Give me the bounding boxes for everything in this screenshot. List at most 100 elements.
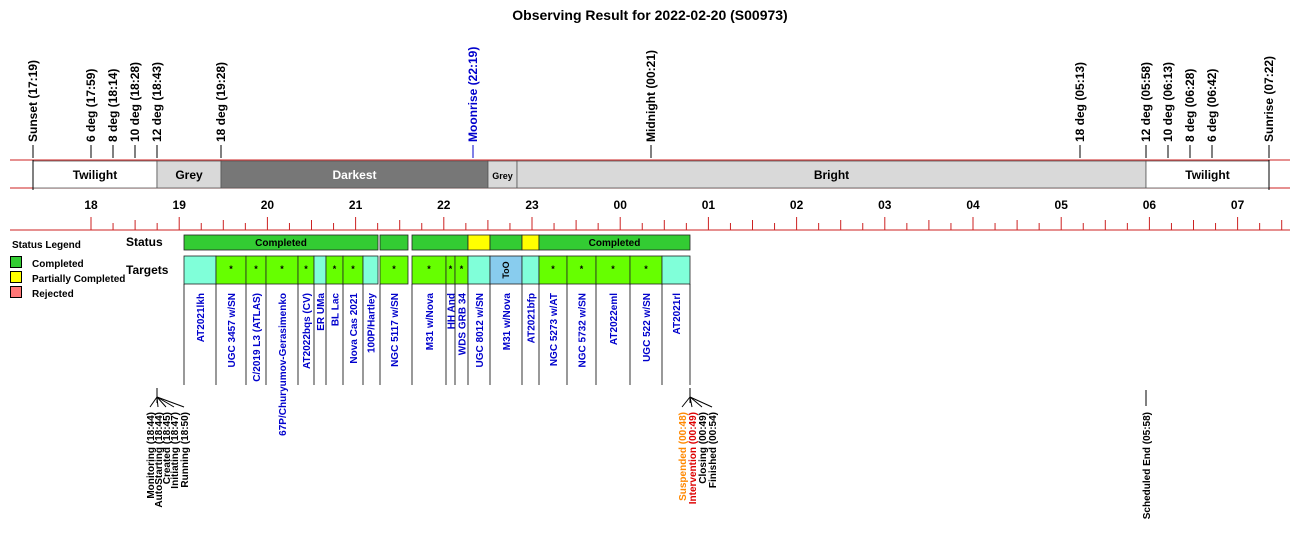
partial-swatch	[10, 271, 22, 283]
target-name: AT2021bfp	[527, 293, 538, 343]
target-name: UGC 522 w/SN	[642, 293, 653, 362]
sky-segment-bright	[516, 160, 1147, 189]
start-connector	[156, 396, 167, 408]
hour-label: 21	[349, 198, 363, 212]
targets-row: AT2021lkh * UGC 3457 w/SN * C/2019 L3 (ATLAS…	[183, 255, 691, 436]
target-mark: *	[611, 264, 615, 274]
legend-item-rejected: Rejected	[10, 286, 74, 300]
target-cell-cyan	[183, 255, 217, 285]
target-mark: *	[304, 264, 308, 274]
target-mark-too: ToO	[501, 261, 511, 278]
target-mark: *	[460, 264, 464, 274]
status-segment-completed	[489, 234, 523, 251]
target-cell-green	[538, 255, 568, 285]
end-event-label: Suspended (00:48)	[678, 412, 689, 501]
event-label: 18 deg (05:13)	[1073, 62, 1087, 142]
status-segment-partial	[467, 234, 491, 251]
target-cell-cyan	[362, 255, 379, 285]
target-name: 100P/Hartley	[367, 293, 378, 353]
target-name: Nova Cas 2021	[349, 293, 360, 364]
hour-label: 18	[84, 198, 98, 212]
legend-label: Partially Completed	[32, 274, 126, 285]
hour-label: 00	[614, 198, 628, 212]
event-label: 6 deg (17:59)	[84, 69, 98, 142]
target-name: NGC 5732 w/SN	[578, 293, 589, 367]
target-cell-cyan	[521, 255, 540, 285]
sky-segment-twilight	[32, 160, 158, 189]
completed-swatch	[10, 256, 22, 268]
status-segment-completed	[538, 234, 691, 251]
target-cell-green	[629, 255, 663, 285]
target-name: AT2021lkh	[196, 293, 207, 342]
sky-segment-grey	[156, 160, 222, 189]
target-mark: *	[427, 264, 431, 274]
target-name: AT2022eml	[609, 293, 620, 345]
hour-label: 01	[702, 198, 716, 212]
start-event-label: Initiating (18:47)	[170, 412, 181, 489]
top-events-group: Sunset (17:19) 6 deg (17:59) 8 deg (18:14)…	[26, 47, 1276, 158]
start-event-label: AutoStarting (18:44)	[154, 412, 165, 508]
hour-axis: 18 19 20 21 22 23 00 01 02 03 04 05 06 07	[10, 198, 1290, 231]
legend-label: Completed	[32, 259, 84, 270]
status-row-label: Status	[126, 235, 163, 249]
target-mark: *	[254, 264, 258, 274]
event-label: Moonrise (22:19)	[466, 47, 480, 142]
status-segment-completed	[183, 234, 379, 251]
sky-segment-darkest	[220, 160, 489, 189]
target-name: HH And	[447, 293, 458, 329]
target-name: AT2022bqs (CV)	[302, 293, 313, 369]
start-connector	[149, 396, 158, 408]
status-segment-label: Completed	[589, 238, 641, 249]
target-mark: *	[280, 264, 284, 274]
hour-label: 07	[1231, 198, 1245, 212]
event-label: Sunrise (07:22)	[1262, 56, 1276, 142]
target-mark: *	[449, 264, 453, 274]
target-name: M31 w/Nova	[425, 293, 436, 351]
start-connector	[156, 396, 185, 408]
target-cell-blue	[489, 255, 523, 285]
target-name: NGC 5273 w/AT	[549, 293, 560, 366]
hour-label: 20	[261, 198, 275, 212]
event-label: 12 deg (18:43)	[150, 62, 164, 142]
event-label: 10 deg (18:28)	[128, 62, 142, 142]
target-cell-cyan	[661, 255, 691, 285]
target-name: BL Lac	[331, 293, 342, 327]
hour-label: 19	[173, 198, 187, 212]
rejected-swatch	[10, 286, 22, 298]
start-event-label: Running (18:50)	[180, 412, 191, 488]
legend-item-partial: Partially Completed	[10, 271, 125, 285]
target-name: UGC 8012 w/SN	[475, 293, 486, 367]
sky-segment-label: Twilight	[1185, 168, 1229, 182]
page-title: Observing Result for 2022-02-20 (S00973)	[512, 7, 787, 23]
target-name: UGC 3457 w/SN	[227, 293, 238, 367]
legend-label: Rejected	[32, 289, 74, 300]
target-mark: *	[229, 264, 233, 274]
hour-label: 23	[525, 198, 539, 212]
status-segment-label: Completed	[255, 238, 307, 249]
target-mark: *	[580, 264, 584, 274]
end-event-label: Finished (00:54)	[708, 412, 719, 488]
status-legend: Status Legend Completed Partially Comple…	[10, 240, 140, 310]
start-connector	[156, 396, 159, 408]
event-label: Midnight (00:21)	[644, 50, 658, 142]
status-row: Completed Completed	[183, 234, 691, 251]
target-cell-green	[379, 255, 409, 285]
event-label: Sunset (17:19)	[26, 60, 40, 142]
sky-segment-label: Twilight	[73, 168, 117, 182]
sky-segment-label: Grey	[492, 171, 513, 181]
target-cell-green	[595, 255, 631, 285]
event-label: 8 deg (06:28)	[1183, 69, 1197, 142]
target-name: AT2021rl	[672, 293, 683, 335]
target-name: ER UMa	[316, 293, 327, 331]
bottom-events-group: Monitoring (18:44)AutoStarting (18:44)Cr…	[146, 388, 1153, 519]
start-event-label: Monitoring (18:44)	[146, 412, 157, 499]
target-cell-cyan	[313, 255, 327, 285]
end-connector	[689, 396, 703, 408]
status-segment-completed	[411, 234, 469, 251]
end-connector	[689, 396, 693, 408]
hour-label: 04	[966, 198, 980, 212]
target-name: M31 w/Nova	[502, 293, 513, 351]
end-connector	[689, 396, 713, 408]
sky-condition-bar: Twilight Grey Darkest Grey Bright Twilight	[10, 159, 1290, 190]
